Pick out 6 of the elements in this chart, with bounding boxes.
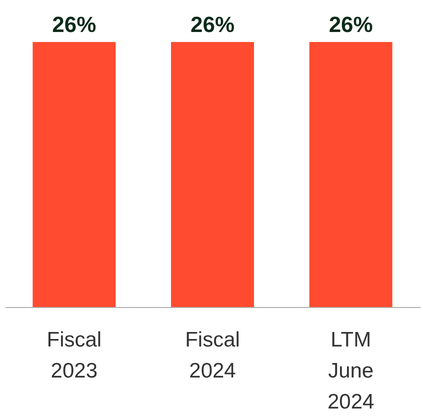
data-label: 26% [52,12,96,37]
x-tick-label: Fiscal 2024 [185,328,240,382]
data-label: 26% [190,12,235,37]
x-tick-label: LTM June 2024 [327,328,375,414]
data-label: 26% [328,12,373,37]
x-tick-label: Fiscal 2023 [46,328,102,382]
